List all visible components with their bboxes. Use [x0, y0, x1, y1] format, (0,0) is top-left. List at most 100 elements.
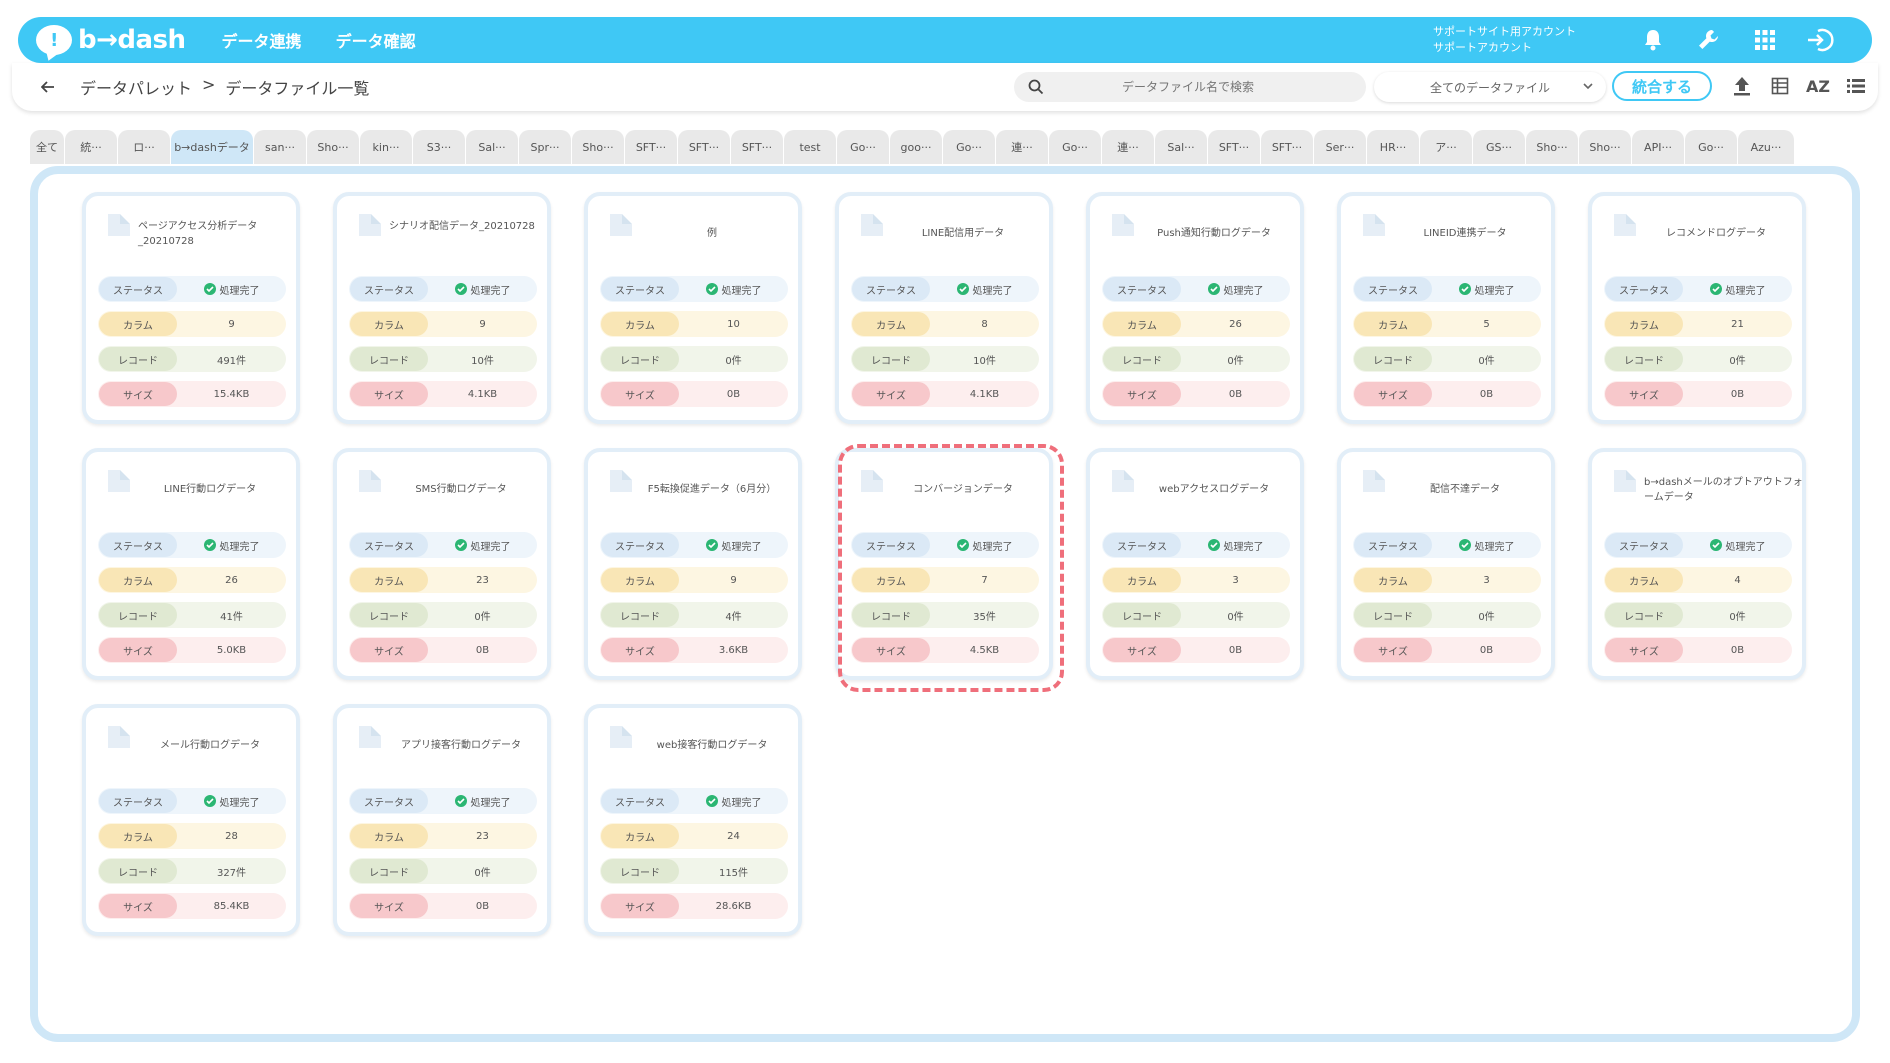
data-file-card[interactable]: b→dashメールのオプトアウトフォームデータ ステータス 処理完了 カラム 4 レコード… — [1588, 448, 1806, 680]
tab-20[interactable]: 連··· — [1102, 130, 1154, 164]
tab-14[interactable]: test — [784, 130, 836, 164]
record-row: レコード 0件 — [1102, 602, 1290, 628]
record-row: レコード 0件 — [1353, 602, 1541, 628]
data-file-card[interactable]: コンバージョンデータ ステータス 処理完了 カラム 7 レコード 35件 サイズ 4.5KB — [835, 448, 1053, 680]
record-label: レコード — [1103, 603, 1181, 627]
account-line2: サポートアカウント — [1433, 41, 1532, 54]
tab-5[interactable]: Sho··· — [307, 130, 359, 164]
search-input[interactable] — [1048, 80, 1328, 94]
tab-27[interactable]: GS··· — [1473, 130, 1525, 164]
tab-1[interactable]: 統··· — [65, 130, 117, 164]
logout-icon[interactable] — [1806, 25, 1836, 55]
tab-3[interactable]: b→dashデータ — [171, 130, 253, 164]
tab-26[interactable]: ア··· — [1420, 130, 1472, 164]
column-row: カラム 4 — [1604, 567, 1792, 593]
tab-22[interactable]: SFT··· — [1208, 130, 1260, 164]
record-row: レコード 115件 — [600, 858, 788, 884]
tab-16[interactable]: goo··· — [890, 130, 942, 164]
tab-18[interactable]: 連··· — [996, 130, 1048, 164]
merge-button[interactable]: 統合する — [1612, 71, 1712, 101]
size-row: サイズ 85.4KB — [98, 893, 286, 919]
column-value: 7 — [981, 574, 988, 586]
column-value: 23 — [476, 574, 489, 586]
tab-7[interactable]: S3··· — [413, 130, 465, 164]
data-file-card[interactable]: ページアクセス分析データ_20210728 ステータス 処理完了 カラム 9 レコード 49… — [82, 192, 300, 424]
wrench-icon[interactable] — [1694, 25, 1724, 55]
file-filter-select[interactable]: 全てのデータファイル — [1374, 72, 1606, 102]
tab-31[interactable]: Go··· — [1685, 130, 1737, 164]
tab-0[interactable]: 全て — [30, 130, 64, 164]
logo[interactable]: ! b→dash — [36, 25, 186, 55]
nav-data-integration[interactable]: データ連携 — [221, 32, 302, 51]
sort-az-icon[interactable]: AZ — [1806, 76, 1830, 96]
tab-15[interactable]: Go··· — [837, 130, 889, 164]
upload-icon[interactable] — [1730, 74, 1754, 98]
data-file-card[interactable]: メール行動ログデータ ステータス 処理完了 カラム 28 レコード 327件 サイズ 85.4K… — [82, 704, 300, 936]
data-file-card[interactable]: webアクセスログデータ ステータス 処理完了 カラム 3 レコード 0件 サイズ 0B — [1086, 448, 1304, 680]
size-label: サイズ — [601, 894, 679, 918]
record-row: レコード 491件 — [98, 346, 286, 372]
tab-32[interactable]: Azu··· — [1738, 130, 1794, 164]
data-file-card[interactable]: web接客行動ログデータ ステータス 処理完了 カラム 24 レコード 115件 サイズ 28.… — [584, 704, 802, 936]
data-file-card[interactable]: F5転換促進データ（6月分） ステータス 処理完了 カラム 9 レコード 4件 サイズ 3.6K… — [584, 448, 802, 680]
status-label: ステータス — [1605, 533, 1683, 557]
data-file-card[interactable]: LINEID連携データ ステータス 処理完了 カラム 5 レコード 0件 サイズ 0B — [1337, 192, 1555, 424]
status-label: ステータス — [350, 789, 428, 813]
tab-10[interactable]: Sho··· — [572, 130, 624, 164]
tab-29[interactable]: Sho··· — [1579, 130, 1631, 164]
size-label: サイズ — [1103, 382, 1181, 406]
data-file-card[interactable]: SMS行動ログデータ ステータス 処理完了 カラム 23 レコード 0件 サイズ 0B — [333, 448, 551, 680]
tab-13[interactable]: SFT··· — [731, 130, 783, 164]
data-file-card[interactable]: アプリ接客行動ログデータ ステータス 処理完了 カラム 23 レコード 0件 サイズ 0B — [333, 704, 551, 936]
tab-23[interactable]: SFT··· — [1261, 130, 1313, 164]
data-file-card[interactable]: LINE配信用データ ステータス 処理完了 カラム 8 レコード 10件 サイズ 4.1KB — [835, 192, 1053, 424]
tab-4[interactable]: san··· — [254, 130, 306, 164]
tab-17[interactable]: Go··· — [943, 130, 995, 164]
bell-icon[interactable] — [1638, 25, 1668, 55]
back-arrow-icon[interactable] — [38, 77, 58, 97]
card-rows: ステータス 処理完了 カラム 26 レコード 41件 サイズ 5.0KB — [98, 532, 286, 672]
tab-11[interactable]: SFT··· — [625, 130, 677, 164]
data-file-card[interactable]: 例ステータス 処理完了 カラム 10 レコード 0件 サイズ 0B — [584, 192, 802, 424]
account-info[interactable]: サポートサイト用アカウント サポートアカウント — [1433, 24, 1576, 56]
tab-28[interactable]: Sho··· — [1526, 130, 1578, 164]
column-label: カラム — [601, 568, 679, 592]
status-row: ステータス 処理完了 — [98, 276, 286, 302]
breadcrumb-parent[interactable]: データパレット — [80, 79, 193, 98]
status-text: 処理完了 — [721, 285, 762, 297]
tab-24[interactable]: Ser··· — [1314, 130, 1366, 164]
column-label: カラム — [1103, 312, 1181, 336]
table-view-icon[interactable] — [1768, 74, 1792, 98]
data-file-card[interactable]: レコメンドログデータ ステータス 処理完了 カラム 21 レコード 0件 サイズ 0B — [1588, 192, 1806, 424]
size-label: サイズ — [1605, 638, 1683, 662]
column-label: カラム — [1605, 312, 1683, 336]
data-file-card[interactable]: Push通知行動ログデータ ステータス 処理完了 カラム 26 レコード 0件 サイズ 0B — [1086, 192, 1304, 424]
record-value: 0件 — [1478, 355, 1495, 367]
logo-text: b→dash — [78, 25, 186, 55]
record-value: 0件 — [1478, 611, 1495, 623]
card-rows: ステータス 処理完了 カラム 5 レコード 0件 サイズ 0B — [1353, 276, 1541, 416]
size-row: サイズ 4.5KB — [851, 637, 1039, 663]
record-value: 491件 — [216, 355, 247, 367]
tab-12[interactable]: SFT··· — [678, 130, 730, 164]
tab-25[interactable]: HR··· — [1367, 130, 1419, 164]
tab-2[interactable]: ロ··· — [118, 130, 170, 164]
list-view-icon[interactable] — [1844, 74, 1868, 98]
data-file-card[interactable]: 配信不達データ ステータス 処理完了 カラム 3 レコード 0件 サイズ 0B — [1337, 448, 1555, 680]
tab-9[interactable]: Spr··· — [519, 130, 571, 164]
nav-data-check[interactable]: データ確認 — [335, 32, 416, 51]
card-title: LINE行動ログデータ — [163, 484, 257, 495]
column-row: カラム 28 — [98, 823, 286, 849]
tab-30[interactable]: API··· — [1632, 130, 1684, 164]
card-title: ページアクセス分析データ_20210728 — [138, 221, 258, 247]
tab-21[interactable]: Sal··· — [1155, 130, 1207, 164]
tab-6[interactable]: kin··· — [360, 130, 412, 164]
tab-19[interactable]: Go··· — [1049, 130, 1101, 164]
grid-icon[interactable] — [1750, 25, 1780, 55]
size-label: サイズ — [99, 382, 177, 406]
data-file-card[interactable]: シナリオ配信データ_20210728 ステータス 処理完了 カラム 9 レコード 10件 サイ… — [333, 192, 551, 424]
record-label: レコード — [1103, 347, 1181, 371]
data-file-card[interactable]: LINE行動ログデータステータス 処理完了 カラム 26 レコード 41件 サイズ 5.0KB — [82, 448, 300, 680]
tab-8[interactable]: Sal··· — [466, 130, 518, 164]
status-label: ステータス — [1103, 533, 1181, 557]
